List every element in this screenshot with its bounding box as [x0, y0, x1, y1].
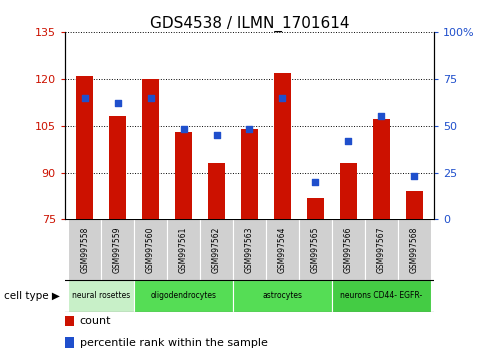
Point [180, 127, 188, 132]
Text: percentile rank within the sample: percentile rank within the sample [80, 337, 267, 348]
Text: GSM997559: GSM997559 [113, 226, 122, 273]
Text: GDS4538 / ILMN_1701614: GDS4538 / ILMN_1701614 [150, 16, 349, 32]
Bar [373, 119, 390, 219]
Bar [65, 337, 74, 348]
Bar [332, 280, 431, 312]
Bar [365, 219, 398, 280]
Bar [340, 163, 357, 219]
Bar [134, 219, 167, 280]
Text: GSM997565: GSM997565 [311, 226, 320, 273]
Point [311, 179, 319, 185]
Bar [175, 132, 192, 219]
Bar [233, 219, 266, 280]
Bar [208, 163, 225, 219]
Bar [68, 219, 101, 280]
Point [410, 173, 418, 179]
Bar [266, 219, 299, 280]
Bar [406, 191, 423, 219]
Text: GSM997563: GSM997563 [245, 226, 254, 273]
Text: GSM997558: GSM997558 [80, 226, 89, 273]
Bar [65, 316, 74, 326]
Bar [200, 219, 233, 280]
Bar [299, 219, 332, 280]
Text: oligodendrocytes: oligodendrocytes [151, 291, 217, 300]
Bar [101, 219, 134, 280]
Point [81, 95, 89, 101]
Bar [332, 219, 365, 280]
Point [246, 127, 253, 132]
Text: astrocytes: astrocytes [262, 291, 302, 300]
Bar [233, 280, 332, 312]
Text: GSM997564: GSM997564 [278, 226, 287, 273]
Bar [68, 280, 134, 312]
Text: neurons CD44- EGFR-: neurons CD44- EGFR- [340, 291, 423, 300]
Text: GSM997566: GSM997566 [344, 226, 353, 273]
Bar [76, 76, 93, 219]
Text: GSM997560: GSM997560 [146, 226, 155, 273]
Bar [398, 219, 431, 280]
Point [114, 100, 122, 106]
Point [278, 95, 286, 101]
Bar [142, 79, 159, 219]
Bar [109, 116, 126, 219]
Bar [167, 219, 200, 280]
Bar [274, 73, 291, 219]
Point [377, 113, 385, 119]
Text: neural rosettes: neural rosettes [72, 291, 130, 300]
Text: GSM997562: GSM997562 [212, 226, 221, 273]
Text: GSM997561: GSM997561 [179, 226, 188, 273]
Point [147, 95, 155, 101]
Bar [134, 280, 233, 312]
Text: GSM997567: GSM997567 [377, 226, 386, 273]
Text: GSM997568: GSM997568 [410, 226, 419, 273]
Text: cell type ▶: cell type ▶ [4, 291, 60, 301]
Point [213, 132, 221, 138]
Point [344, 138, 352, 143]
Text: count: count [80, 316, 111, 326]
Bar [241, 129, 258, 219]
Bar [307, 198, 324, 219]
